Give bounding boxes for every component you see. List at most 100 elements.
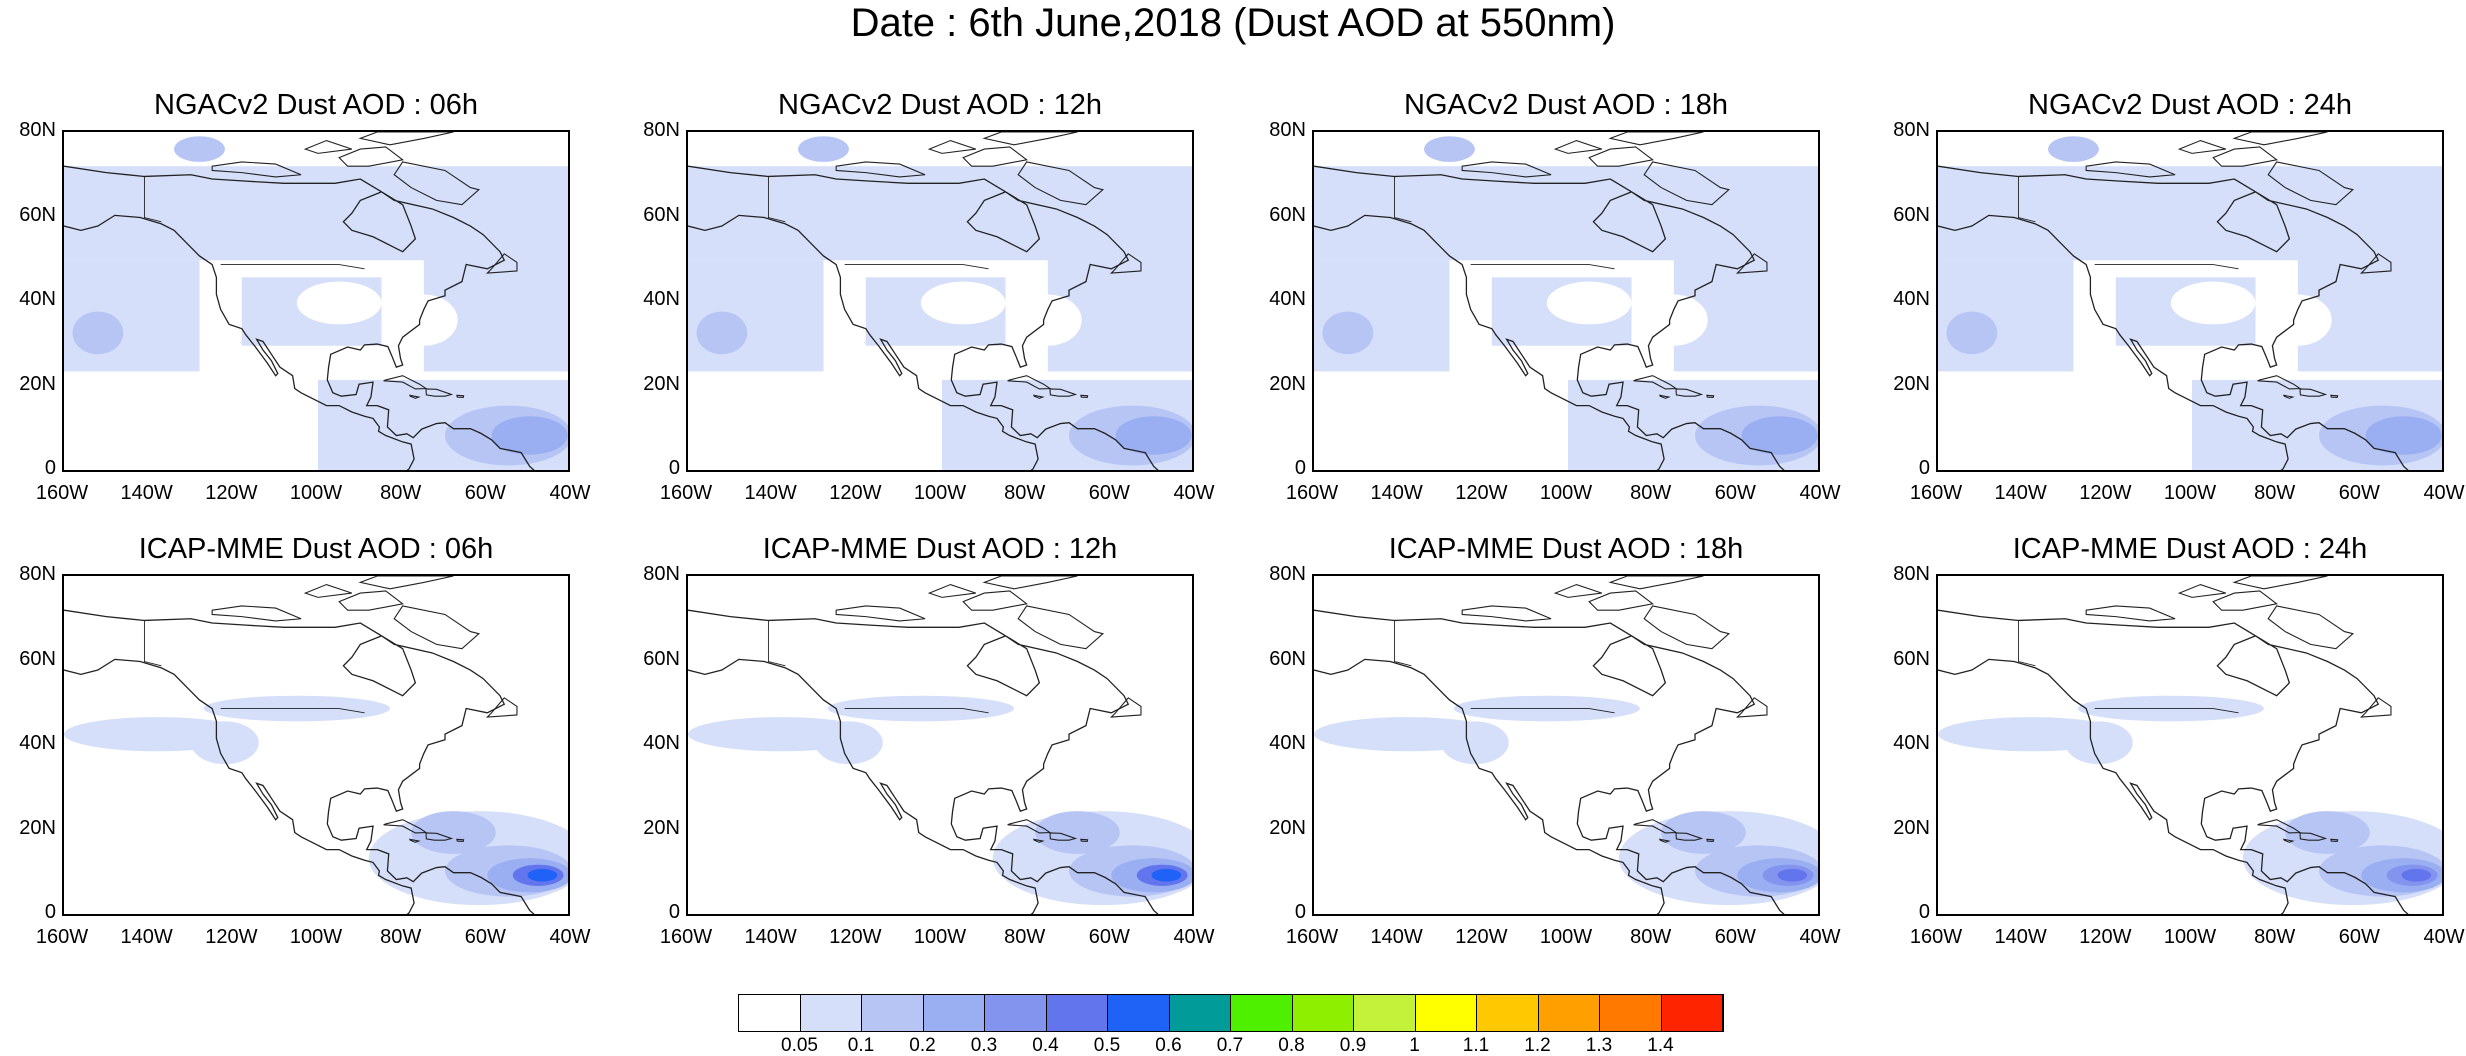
- colorbar-tick-label: 0.6: [1155, 1035, 1182, 1056]
- latitude-tick-label: 0: [668, 457, 680, 479]
- latitude-tick-label: 0: [668, 901, 680, 923]
- latitude-tick-label: 40N: [19, 732, 56, 754]
- colorbar-swatch: [1169, 995, 1231, 1031]
- longitude-tick-label: 120W: [1455, 482, 1508, 504]
- longitude-tick-label: 100W: [1539, 482, 1593, 504]
- map-canvas: [1938, 576, 2442, 914]
- longitude-tick-label: 160W: [659, 926, 713, 948]
- dust-field-level-1: [2065, 721, 2133, 765]
- latitude-tick-label: 20N: [1893, 816, 1930, 839]
- longitude-tick-label: 120W: [829, 482, 882, 504]
- latitude-tick-label: 0: [1294, 457, 1306, 479]
- latitude-tick-label: 40N: [643, 288, 680, 310]
- dust-field-level-2: [1035, 811, 1120, 854]
- dust-field-level-2: [174, 136, 225, 162]
- longitude-tick-label: 60W: [2338, 482, 2380, 504]
- map-canvas: [64, 132, 568, 470]
- latitude-tick-label: 20N: [19, 372, 56, 395]
- dust-field-level-1: [1441, 721, 1509, 765]
- dust-field-level-1: [1938, 166, 2442, 261]
- dust-field-level-2: [798, 136, 849, 162]
- colorbar-swatch: [1600, 995, 1662, 1031]
- dust-field-max: [2365, 416, 2442, 455]
- latitude-tick-label: 60N: [19, 203, 56, 226]
- dust-aod-map: [62, 130, 570, 472]
- longitude-tick-label: 120W: [205, 482, 258, 504]
- latitude-tick-label: 20N: [1269, 372, 1306, 395]
- dust-field-clear: [1639, 294, 1708, 346]
- dust-field-level-1: [815, 721, 883, 765]
- colorbar-swatch: [1415, 995, 1477, 1031]
- map-canvas: [688, 576, 1192, 914]
- dust-aod-map: [62, 574, 570, 916]
- panel-title: ICAP-MME Dust AOD : 24h: [2012, 533, 2368, 565]
- latitude-tick-label: 20N: [19, 816, 56, 839]
- map-canvas: [64, 576, 568, 914]
- dust-field-level-2: [2285, 811, 2370, 854]
- latitude-tick-label: 60N: [19, 647, 56, 670]
- latitude-tick-label: 60N: [643, 647, 680, 670]
- dust-field-max: [491, 416, 568, 455]
- colorbar-tick-label: 0.05: [781, 1035, 818, 1056]
- longitude-tick-label: 40W: [549, 482, 591, 504]
- latitude-tick-label: 80N: [19, 119, 56, 141]
- colorbar-swatch: [862, 995, 924, 1031]
- longitude-tick-label: 160W: [1285, 926, 1339, 948]
- colorbar-tick-label: 0.3: [970, 1035, 998, 1056]
- map-canvas: [1314, 576, 1818, 914]
- dust-aod-map: [1936, 574, 2444, 916]
- dust-field-level-2: [411, 811, 496, 854]
- longitude-tick-label: 140W: [1994, 482, 2047, 504]
- dust-field-max: [527, 868, 558, 882]
- dust-field-level-2: [1661, 811, 1746, 854]
- panel-title: NGACv2 Dust AOD : 18h: [1404, 89, 1728, 121]
- longitude-tick-label: 40W: [549, 926, 591, 948]
- longitude-tick-label: 100W: [913, 926, 967, 948]
- latitude-tick-label: 80N: [1269, 119, 1306, 141]
- latitude-tick-label: 0: [1918, 457, 1930, 479]
- latitude-tick-label: 40N: [1269, 288, 1306, 310]
- latitude-tick-label: 20N: [1269, 816, 1306, 839]
- longitude-tick-label: 40W: [1799, 482, 1841, 504]
- latitude-tick-label: 40N: [1269, 732, 1306, 754]
- dust-field-clear: [1546, 281, 1632, 325]
- dust-field-level-1: [64, 166, 568, 261]
- colorbar-swatch: [1661, 995, 1723, 1031]
- longitude-tick-label: 140W: [120, 926, 173, 948]
- longitude-tick-label: 100W: [289, 482, 343, 504]
- longitude-tick-label: 160W: [35, 926, 89, 948]
- dust-field-max: [1151, 868, 1182, 882]
- latitude-tick-label: 40N: [643, 732, 680, 754]
- longitude-tick-label: 40W: [1799, 926, 1841, 948]
- longitude-tick-label: 140W: [744, 482, 797, 504]
- longitude-tick-label: 140W: [1370, 482, 1423, 504]
- latitude-tick-label: 60N: [1893, 647, 1930, 670]
- dust-field-level-2: [696, 311, 748, 355]
- longitude-tick-label: 80W: [380, 482, 422, 504]
- panel-title: ICAP-MME Dust AOD : 12h: [762, 533, 1118, 565]
- dust-field-clear: [296, 281, 382, 325]
- dust-field-clear: [2170, 281, 2256, 325]
- dust-field-clear: [389, 294, 458, 346]
- longitude-tick-label: 120W: [2079, 926, 2132, 948]
- dust-aod-map: [686, 130, 1194, 472]
- colorbar-tick-label: 0.8: [1278, 1035, 1305, 1056]
- longitude-tick-label: 160W: [1909, 926, 1963, 948]
- longitude-tick-label: 80W: [1630, 482, 1672, 504]
- latitude-tick-label: 60N: [1269, 203, 1306, 226]
- longitude-tick-label: 40W: [1173, 482, 1215, 504]
- latitude-tick-label: 80N: [1269, 563, 1306, 585]
- longitude-tick-label: 160W: [1285, 482, 1339, 504]
- longitude-tick-label: 80W: [1004, 926, 1046, 948]
- dust-field-level-2: [1322, 311, 1374, 355]
- colorbar-tick-label: 0.7: [1216, 1035, 1244, 1056]
- panel-title: NGACv2 Dust AOD : 24h: [2028, 89, 2352, 121]
- longitude-tick-label: 160W: [659, 482, 713, 504]
- longitude-tick-label: 100W: [1539, 926, 1593, 948]
- latitude-tick-label: 0: [44, 457, 56, 479]
- colorbar-tick-label: 0.1: [847, 1035, 875, 1056]
- longitude-tick-label: 120W: [2079, 482, 2132, 504]
- colorbar-tick-label: 0.5: [1093, 1035, 1121, 1056]
- figure-title: Date : 6th June,2018 (Dust AOD at 550nm): [850, 1, 1616, 45]
- latitude-tick-label: 80N: [643, 119, 680, 141]
